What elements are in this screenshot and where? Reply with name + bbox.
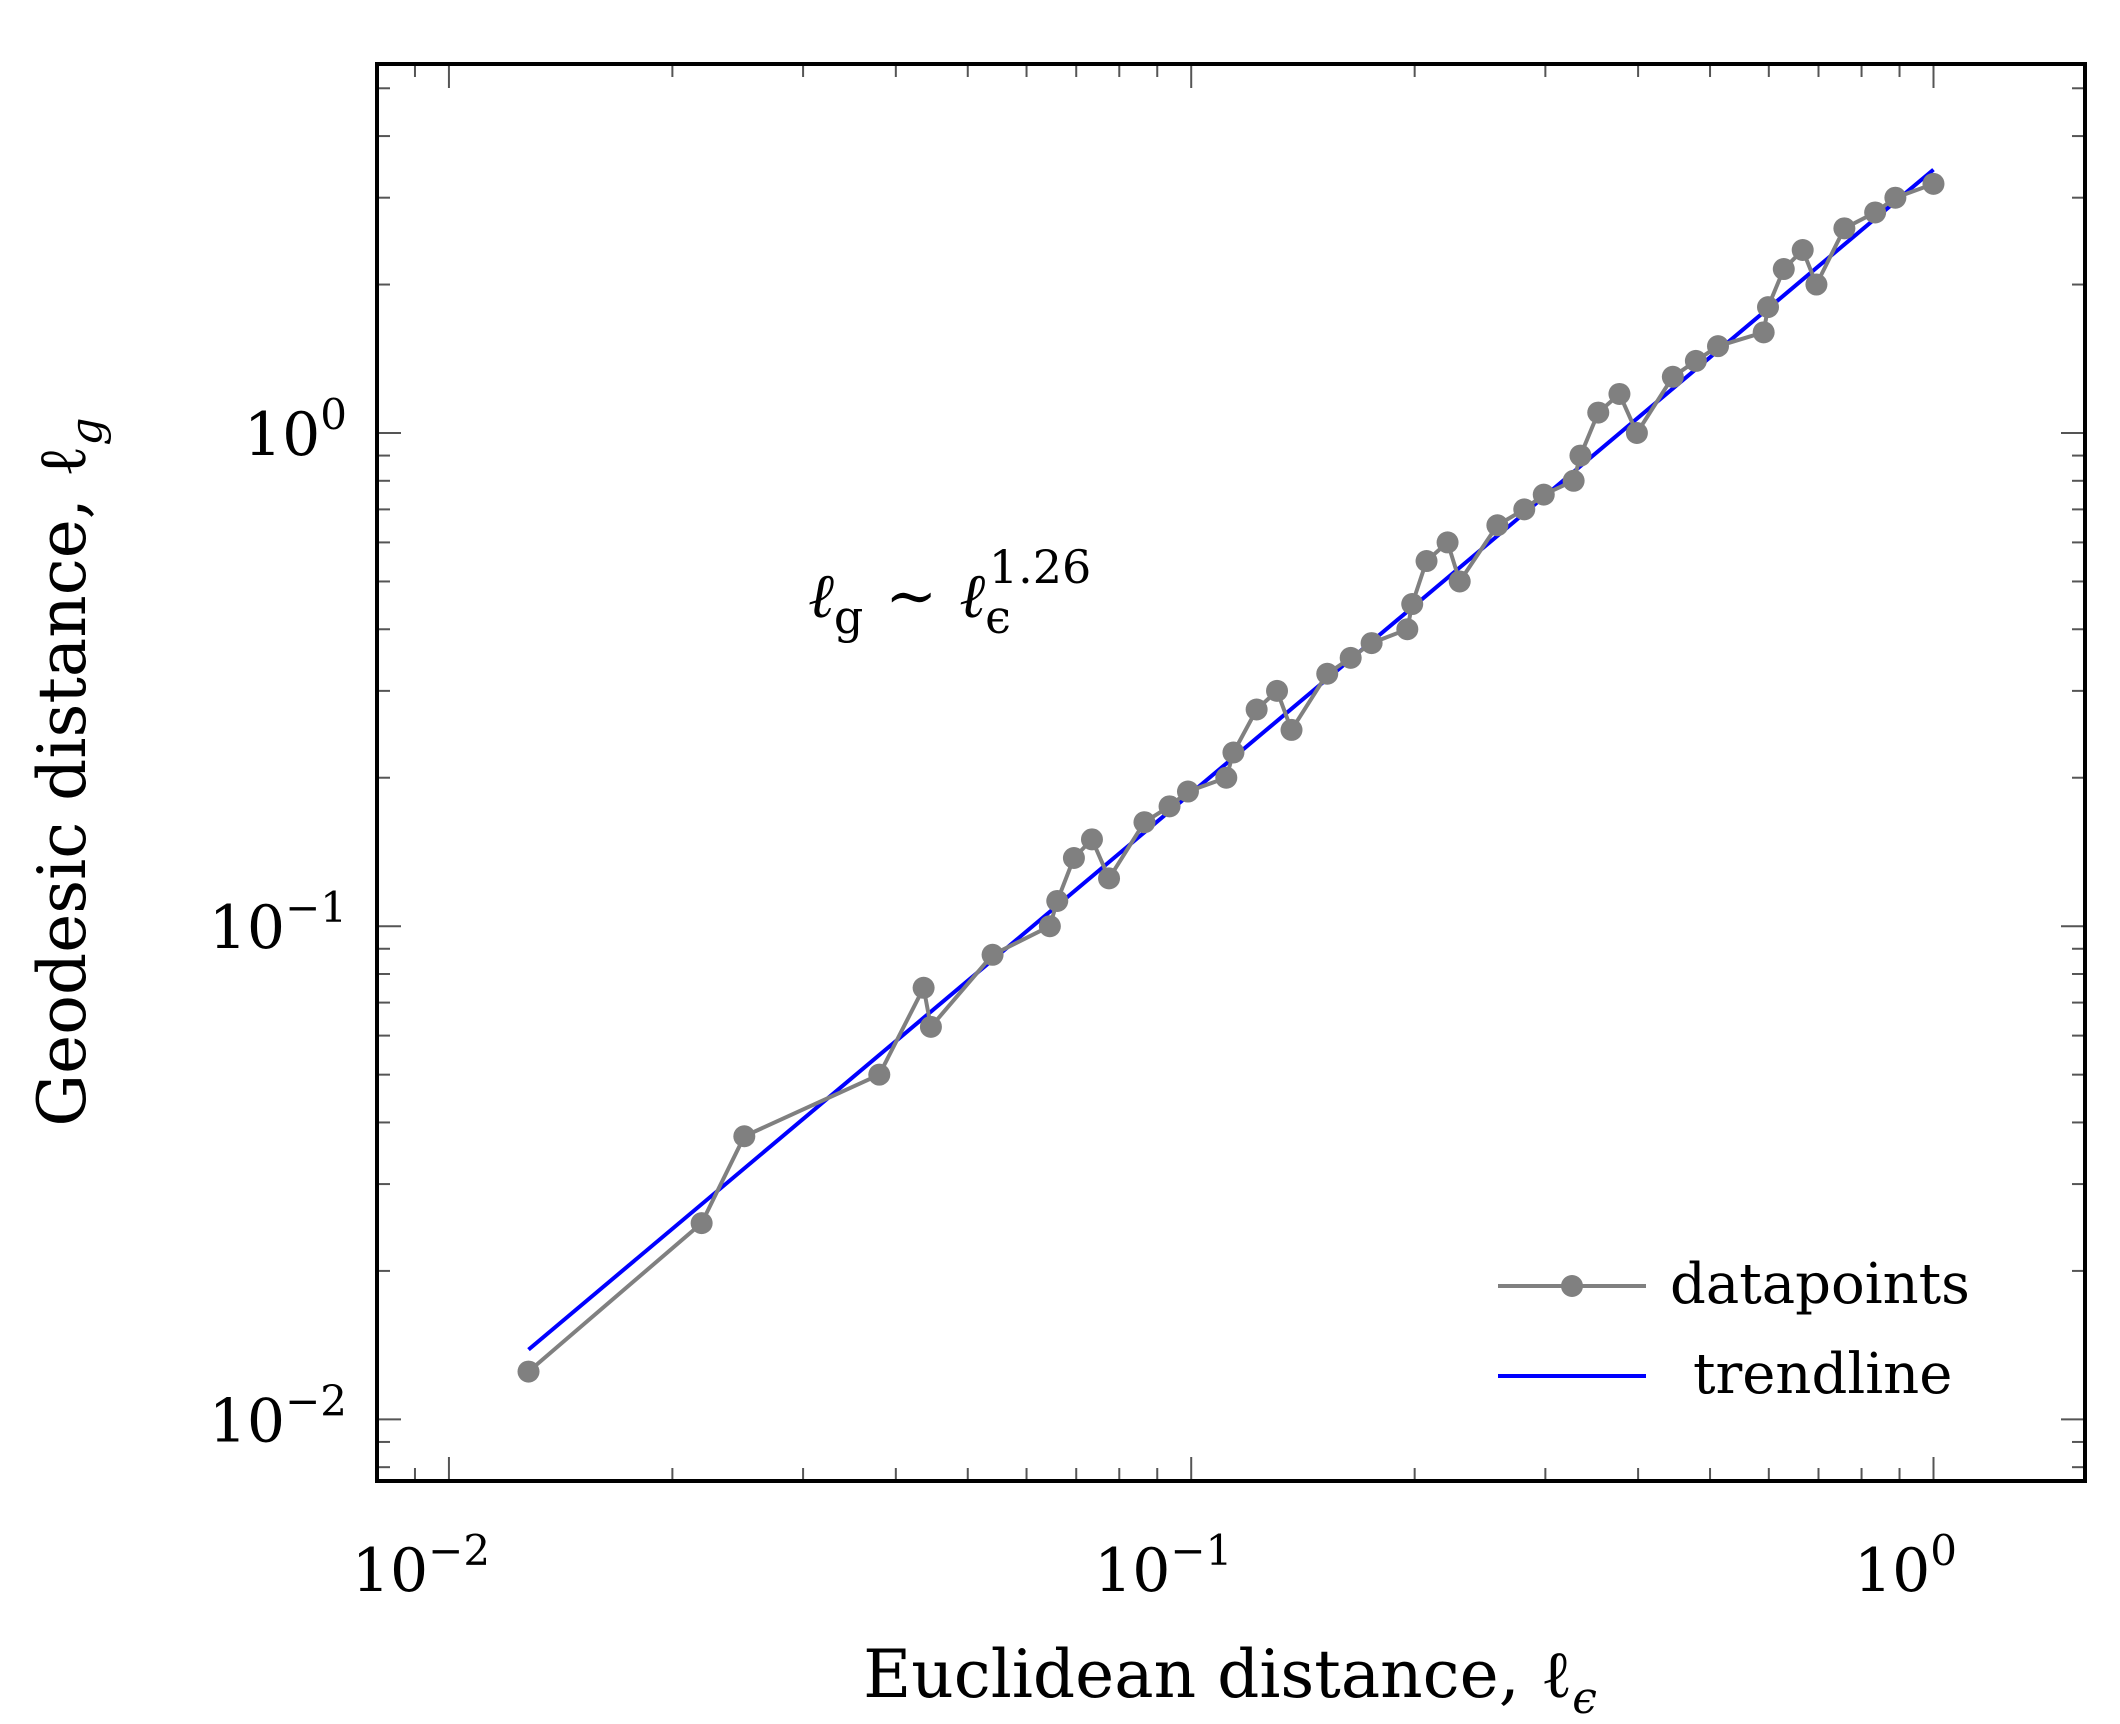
datapoints-markers [517,172,1945,1383]
datapoint-marker [1415,550,1438,573]
datapoint-marker [1316,662,1339,685]
datapoint-marker [1396,618,1419,641]
annotation-lhs: ℓ [808,559,834,632]
y-axis-title-text: Geodesic distance, ℓ [24,446,101,1127]
y-tick-label: 10−2 [209,1376,347,1456]
x-tick-label-exp: −1 [1170,1526,1232,1575]
y-axis-title: Geodesic distance, ℓg [24,417,112,1126]
datapoint-marker [517,1360,540,1383]
y-tick-label-exp: −1 [285,883,347,932]
x-tick-label-exp: −2 [428,1526,490,1575]
datapoint-marker [1046,889,1069,912]
datapoint-marker [1360,632,1383,655]
x-tick-label-base: 10 [1094,1536,1170,1606]
plot-area [517,168,1945,1383]
datapoint-marker [1569,444,1592,467]
datapoint-marker [1757,296,1780,319]
y-tick-label: 100 [244,390,347,470]
datapoint-marker [919,1015,942,1038]
x-tick-label: 10−1 [1094,1526,1232,1606]
annotation-operator: ∼ [885,559,937,632]
y-tick-label-base: 10 [209,1386,285,1456]
datapoint-marker [1608,382,1631,405]
y-axis-title-sub: g [61,417,112,445]
datapoint-marker [1805,273,1828,296]
datapoint-marker [1245,698,1268,721]
legend-datapoints-label: datapoints [1670,1252,1970,1317]
x-axis-title-sub: ϵ [1572,1673,1597,1724]
y-tick-label-base: 10 [209,893,285,963]
datapoint-marker [868,1063,891,1086]
datapoint-marker [1080,828,1103,851]
x-axis-title: Euclidean distance, ℓϵ [863,1636,1597,1724]
datapoint-marker [1158,795,1181,818]
datapoint-marker [1436,531,1459,554]
x-tick-label-base: 10 [1854,1536,1930,1606]
datapoint-marker [1752,321,1775,344]
power-law-annotation: ℓg ∼ ℓϵ1.26 [808,540,1091,644]
x-axis-title-text: Euclidean distance, ℓ [863,1636,1572,1713]
datapoint-marker [733,1125,756,1148]
datapoint-marker [1587,401,1610,424]
datapoint-marker [1486,514,1509,537]
legend-datapoints-marker [1561,1275,1583,1297]
datapoint-marker [1661,365,1684,388]
datapoint-marker [1772,258,1795,281]
datapoint-marker [1222,741,1245,764]
datapoint-marker [1884,186,1907,209]
y-tick-label-exp: 0 [320,390,347,439]
datapoint-marker [1684,349,1707,372]
datapoint-marker [1339,646,1362,669]
datapoint-marker [1062,846,1085,869]
datapoint-marker [1215,766,1238,789]
datapoint-marker [1280,718,1303,741]
datapoint-marker [1266,679,1289,702]
datapoint-marker [1791,238,1814,261]
datapoint-marker [1098,867,1121,890]
datapoint-marker [1922,172,1945,195]
datapoint-marker [1448,570,1471,593]
plot-frame [375,62,2087,1483]
datapoint-marker [690,1212,713,1235]
y-tick-label-exp: −2 [285,1376,347,1425]
axis-ticks [376,64,2085,1481]
datapoint-marker [1176,780,1199,803]
datapoint-marker [1513,498,1536,521]
datapoint-marker [1625,421,1648,444]
datapoint-marker [1401,593,1424,616]
annotation-exponent: 1.26 [989,540,1091,594]
datapoint-marker [1864,201,1887,224]
datapoint-marker [1706,335,1729,358]
datapoint-marker [981,943,1004,966]
y-tick-label: 10−1 [209,883,347,963]
legend: datapoints trendline [1498,1252,1970,1407]
annotation-rhs: ℓ [959,559,985,632]
legend-trendline-label: trendline [1693,1342,1952,1407]
annotation-lhs-sub: g [834,590,863,644]
datapoint-marker [912,976,935,999]
annotation-rhs-sub: ϵ [985,590,1011,644]
datapoint-marker [1833,217,1856,240]
x-tick-label-exp: 0 [1930,1526,1957,1575]
y-tick-label-base: 10 [244,400,320,470]
x-tick-label: 10−2 [352,1526,490,1606]
datapoint-marker [1562,469,1585,492]
datapoint-marker [1038,915,1061,938]
datapoint-marker [1133,811,1156,834]
x-tick-label: 100 [1854,1526,1957,1606]
datapoint-marker [1532,483,1555,506]
x-tick-label-base: 10 [352,1536,428,1606]
